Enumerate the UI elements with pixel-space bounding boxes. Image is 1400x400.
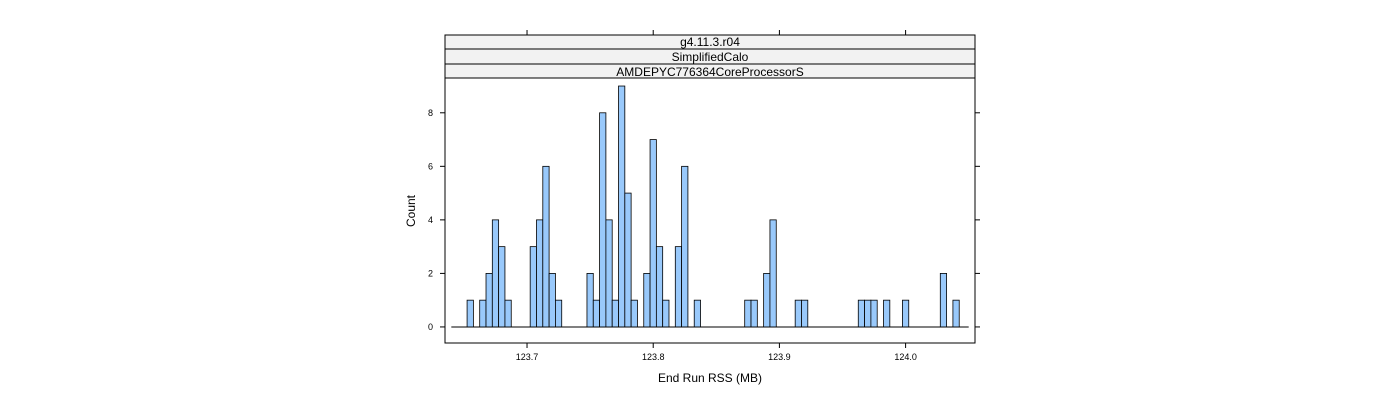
- histogram-bar: [479, 299, 487, 328]
- histogram-bar: [939, 273, 948, 328]
- histogram-bar: [681, 165, 689, 328]
- histogram-bar: [624, 192, 632, 328]
- histogram-bar: [744, 299, 752, 328]
- y-tick-label: 8: [428, 108, 433, 118]
- histogram-bar: [536, 219, 544, 328]
- histogram-bar: [529, 246, 537, 328]
- strip-group: g4.11.3.r04 SimplifiedCalo AMDEPYC776364…: [444, 34, 976, 79]
- histogram-bar: [491, 219, 500, 328]
- bars-layer: [451, 85, 969, 328]
- y-axis-label: Count: [404, 194, 418, 227]
- histogram-bar: [952, 299, 960, 328]
- histogram-bar: [599, 112, 607, 328]
- histogram-bar: [542, 165, 550, 328]
- x-tick-label: 123.7: [516, 352, 539, 362]
- y-tick-label: 2: [428, 268, 433, 278]
- histogram-bar: [763, 273, 771, 328]
- histogram-bar: [857, 299, 865, 328]
- histogram-bar: [750, 299, 758, 328]
- x-axis-label: End Run RSS (MB): [658, 371, 762, 385]
- histogram-bar: [466, 299, 474, 328]
- y-tick-label: 6: [428, 161, 433, 171]
- histogram-bar: [630, 299, 638, 328]
- histogram-bar: [643, 273, 651, 328]
- histogram-bar: [649, 139, 657, 328]
- histogram-bar: [504, 299, 512, 328]
- histogram-bar: [548, 273, 556, 328]
- histogram-bar: [605, 219, 613, 328]
- histogram-bar: [485, 273, 493, 328]
- histogram-bar: [611, 299, 619, 328]
- strip-label-3: AMDEPYC776364CoreProcessorS: [616, 65, 803, 79]
- histogram-bar: [769, 219, 777, 328]
- histogram-bar: [693, 299, 701, 328]
- histogram-bar: [586, 273, 594, 328]
- histogram-bar: [794, 299, 802, 328]
- histogram-bar: [801, 299, 809, 328]
- histogram-bar: [902, 299, 910, 328]
- histogram-bar: [618, 85, 626, 328]
- ticks-layer: 123.7 123.8 123.9 124.0 0 2 4 6 8: [428, 30, 980, 362]
- histogram-bar: [498, 246, 506, 328]
- x-tick-label: 123.9: [768, 352, 791, 362]
- x-tick-label: 124.0: [894, 352, 917, 362]
- histogram-bar: [870, 299, 878, 328]
- y-tick-label: 4: [428, 215, 433, 225]
- histogram-bar: [883, 299, 891, 328]
- y-tick-label: 0: [428, 322, 433, 332]
- histogram-bar: [674, 246, 683, 328]
- strip-label-2: SimplifiedCalo: [672, 50, 749, 64]
- histogram-bar: [655, 246, 664, 328]
- strip-label-1: g4.11.3.r04: [680, 35, 740, 49]
- histogram-bar: [662, 299, 670, 328]
- histogram-bar: [592, 299, 600, 328]
- plot-frame: [444, 77, 976, 344]
- x-tick-label: 123.8: [642, 352, 665, 362]
- histogram-bar: [864, 299, 872, 328]
- histogram-bar: [555, 299, 563, 328]
